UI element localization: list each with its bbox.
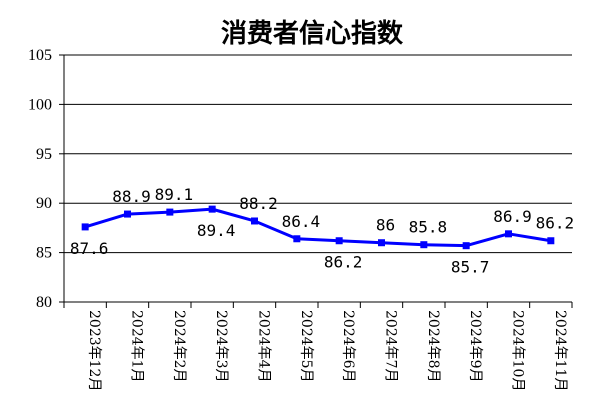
data-label: 86.2: [324, 253, 363, 272]
data-label: 89.4: [197, 221, 236, 240]
y-tick-label-85: 85: [36, 245, 52, 262]
chart-title: 消费者信心指数: [221, 19, 404, 49]
data-point: [293, 235, 301, 243]
x-tick-label: 2024年9月: [467, 310, 483, 383]
data-label: 86.2: [536, 214, 575, 233]
data-point: [335, 237, 343, 245]
data-point: [378, 239, 385, 247]
x-tick-label: 2024年4月: [256, 310, 272, 383]
x-tick-label: 2024年2月: [171, 310, 187, 383]
x-tick-label: 2024年10月: [510, 310, 526, 391]
y-tick-label-95: 95: [36, 146, 52, 163]
x-axis-ticks: 2023年12月 2024年1月 2024年2月 2024年3月 2024年4月 2024…: [63, 302, 573, 391]
x-tick-label: 2024年8月: [425, 310, 441, 383]
data-label: 86: [376, 216, 395, 235]
data-point: [420, 241, 428, 249]
data-point: [251, 217, 258, 225]
data-point: [81, 223, 89, 231]
data-point: [462, 242, 470, 250]
data-point: [166, 208, 174, 216]
data-point: [505, 230, 512, 238]
x-tick-label: 2024年5月: [298, 310, 314, 383]
series-lines: [84, 207, 552, 248]
y-axis-ticks: 80 85 90 95 100 105: [28, 47, 64, 311]
data-label: 89.1: [155, 185, 194, 204]
x-tick-label: 2024年11月: [552, 310, 568, 391]
data-label: 88.9: [112, 187, 151, 206]
gridlines: [64, 54, 572, 254]
x-tick-label: 2024年7月: [383, 310, 399, 383]
data-label: 88.2: [239, 194, 278, 213]
data-points: [81, 205, 555, 250]
series-line-0: [84, 207, 552, 248]
data-point: [124, 210, 131, 218]
y-tick-label-90: 90: [36, 195, 52, 212]
data-labels: 87.6 88.9 89.189.488.286.4 86.2 86 85.8 85.7 86…: [70, 185, 574, 277]
y-tick-label-80: 80: [36, 294, 52, 311]
data-label: 86.9: [493, 207, 532, 226]
data-label: 87.6: [70, 239, 109, 258]
data-point: [208, 205, 216, 213]
x-tick-label: 2024年3月: [213, 310, 229, 383]
x-tick-label: 2024年1月: [129, 310, 145, 383]
data-point: [547, 237, 555, 245]
data-label: 85.7: [451, 258, 490, 277]
x-tick-label: 2023年12月: [86, 310, 102, 391]
axes: [63, 55, 572, 303]
y-tick-label-100: 100: [28, 96, 52, 113]
y-tick-label-105: 105: [28, 47, 52, 64]
data-label: 86.4: [282, 212, 321, 231]
data-label: 85.8: [409, 218, 448, 237]
x-tick-label: 2024年6月: [340, 310, 356, 383]
